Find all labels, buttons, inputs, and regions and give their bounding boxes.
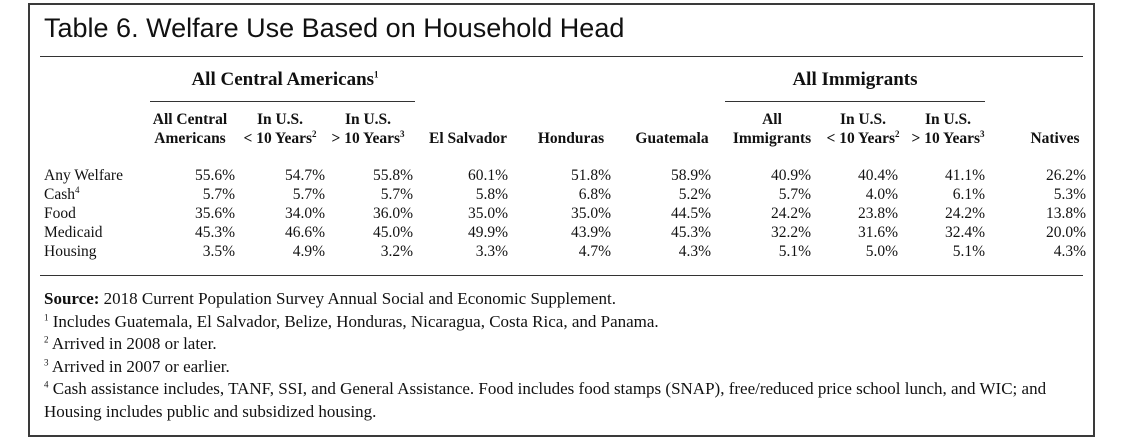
table-cell: 51.8% — [570, 167, 611, 184]
table-cell: 45.3% — [194, 224, 235, 241]
column-header-central-over-10-years: In U.S. > 10 Years3 — [331, 111, 405, 147]
table-cell: 5.3% — [1053, 186, 1086, 203]
table-cell: 5.7% — [778, 186, 811, 203]
table-cell: 32.4% — [944, 224, 985, 241]
table-cell: 40.9% — [770, 167, 811, 184]
table-cell: 4.7% — [578, 243, 611, 260]
table-cell: 46.6% — [284, 224, 325, 241]
table-cell: 4.9% — [292, 243, 325, 260]
table-cell: 3.5% — [202, 243, 235, 260]
group-rule-all-immigrants — [725, 101, 985, 102]
table-cell: 23.8% — [857, 205, 898, 222]
column-header-immigrants-over-10-years: In U.S. > 10 Years3 — [911, 111, 985, 147]
table-cell: 32.2% — [770, 224, 811, 241]
table-notes: Source: 2018 Current Population Survey A… — [44, 288, 1079, 423]
table-cell: 5.0% — [865, 243, 898, 260]
footnote-2: 2 Arrived in 2008 or later. — [44, 334, 217, 353]
group-header-central-americans: All Central Americans1 — [191, 69, 379, 90]
group-rule-central-americans — [150, 101, 415, 102]
table-cell: 3.3% — [475, 243, 508, 260]
column-header-all-central-americans: All Central Americans — [152, 111, 228, 147]
source-note: Source: 2018 Current Population Survey A… — [44, 289, 616, 308]
table-cell: 31.6% — [857, 224, 898, 241]
table-cell: 43.9% — [570, 224, 611, 241]
table-cell: 4.0% — [865, 186, 898, 203]
column-header-central-under-10-years: In U.S. < 10 Years2 — [243, 111, 317, 147]
column-header-all-immigrants: All Immigrants — [732, 111, 812, 147]
row-label-housing: Housing — [44, 243, 97, 260]
footnote-4: 4 Cash assistance includes, TANF, SSI, a… — [44, 379, 1047, 421]
table-cell: 60.1% — [467, 167, 508, 184]
table-cell: 5.2% — [678, 186, 711, 203]
table-cell: 40.4% — [857, 167, 898, 184]
table-title: Table 6. Welfare Use Based on Household … — [44, 13, 625, 43]
table-cell: 45.3% — [670, 224, 711, 241]
table-cell: 26.2% — [1045, 167, 1086, 184]
table-cell: 24.2% — [770, 205, 811, 222]
table-cell: 6.8% — [578, 186, 611, 203]
column-header-immigrants-under-10-years: In U.S. < 10 Years2 — [826, 111, 900, 147]
row-label-food: Food — [44, 205, 76, 222]
table-cell: 34.0% — [284, 205, 325, 222]
table-cell: 5.1% — [778, 243, 811, 260]
table-cell: 4.3% — [678, 243, 711, 260]
row-label-medicaid: Medicaid — [44, 224, 103, 241]
table-cell: 35.6% — [194, 205, 235, 222]
table-cell: 3.2% — [380, 243, 413, 260]
table-cell: 55.8% — [372, 167, 413, 184]
table-cell: 54.7% — [284, 167, 325, 184]
group-header-all-immigrants: All Immigrants — [792, 69, 918, 90]
table-cell: 20.0% — [1045, 224, 1086, 241]
table-frame: Table 6. Welfare Use Based on Household … — [28, 3, 1095, 437]
table-cell: 36.0% — [372, 205, 413, 222]
notes-rule — [40, 275, 1083, 276]
table-cell: 5.8% — [475, 186, 508, 203]
table-cell: 35.0% — [570, 205, 611, 222]
column-header-el-salvador: El Salvador — [429, 130, 507, 147]
table-cell: 44.5% — [670, 205, 711, 222]
table-cell: 35.0% — [467, 205, 508, 222]
table-cell: 5.1% — [952, 243, 985, 260]
title-rule — [40, 56, 1083, 57]
table-cell: 45.0% — [372, 224, 413, 241]
row-label-cash: Cash4 — [44, 184, 80, 203]
table-cell: 5.7% — [380, 186, 413, 203]
column-header-honduras: Honduras — [537, 130, 605, 147]
table-cell: 24.2% — [944, 205, 985, 222]
table-cell: 49.9% — [467, 224, 508, 241]
table-cell: 41.1% — [944, 167, 985, 184]
table-cell: 6.1% — [952, 186, 985, 203]
footnote-1: 1 Includes Guatemala, El Salvador, Beliz… — [44, 311, 659, 331]
column-header-guatemala: Guatemala — [635, 130, 709, 147]
table-cell: 5.7% — [292, 186, 325, 203]
column-header-natives: Natives — [1030, 130, 1080, 147]
table-cell: 5.7% — [202, 186, 235, 203]
table-cell: 4.3% — [1053, 243, 1086, 260]
table-cell: 58.9% — [670, 167, 711, 184]
footnote-3: 3 Arrived in 2007 or earlier. — [44, 356, 230, 376]
table-cell: 13.8% — [1045, 205, 1086, 222]
table-cell: 55.6% — [194, 167, 235, 184]
row-label-any-welfare: Any Welfare — [44, 167, 123, 184]
